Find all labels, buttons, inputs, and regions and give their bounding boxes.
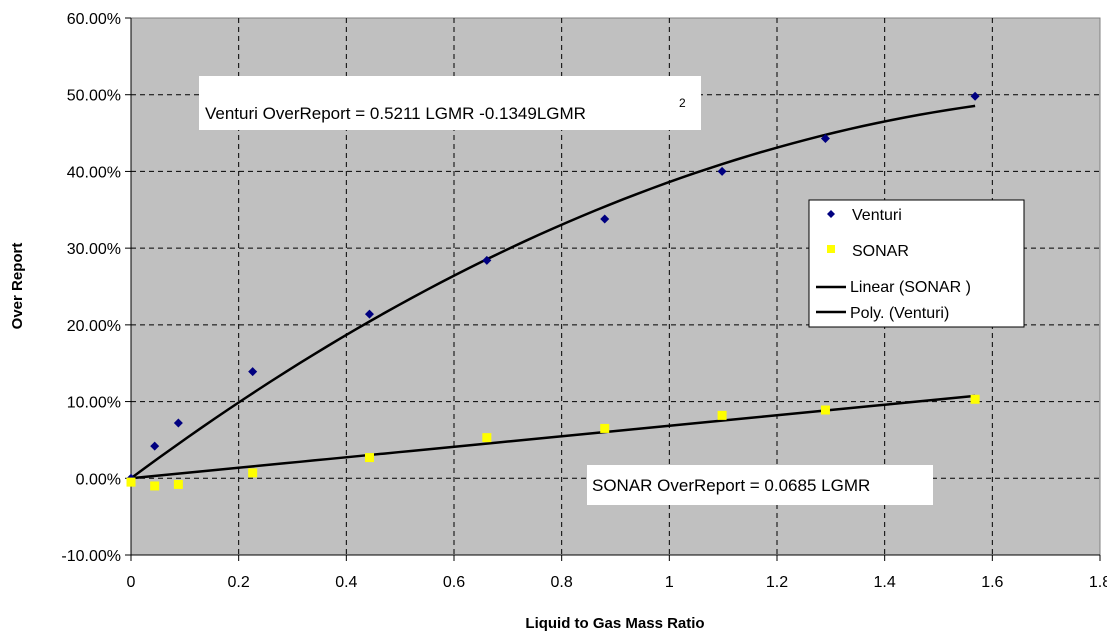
sonar-point [126, 477, 136, 487]
sonar-point [248, 468, 258, 478]
venturi-point [600, 214, 610, 224]
venturi-equation-superscript: 2 [679, 96, 686, 110]
x-axis-title: Liquid to Gas Mass Ratio [525, 615, 704, 632]
x-tick-label: 0.4 [335, 574, 357, 591]
sonar-equation-text: SONAR OverReport = 0.0685 LGMR [592, 476, 870, 495]
legend-label-venturi: Venturi [852, 207, 902, 224]
x-tick-label: 1.4 [874, 574, 896, 591]
venturi-point [173, 418, 183, 428]
legend: Venturi SONAR Linear (SONAR ) Poly. (Ven… [808, 199, 1025, 328]
axes: 0 0.2 0.4 0.6 0.8 1 1.2 1.4 1.6 1.8 -10.00% 0.00% 10… [61, 11, 1107, 591]
venturi-point [150, 441, 160, 451]
x-tick-label: 0 [127, 574, 136, 591]
y-tick-label: 20.00% [67, 318, 121, 335]
y-tick-label: 0.00% [76, 471, 121, 488]
sonar-equation-annotation: SONAR OverReport = 0.0685 LGMR [587, 465, 933, 505]
x-tick-label: 0.8 [551, 574, 573, 591]
legend-label-sonar: SONAR [852, 243, 909, 260]
legend-label-linear-sonar: Linear (SONAR ) [850, 279, 971, 296]
sonar-point [482, 433, 492, 443]
sonar-point [717, 410, 727, 420]
trendlines [130, 104, 976, 480]
data-points [126, 91, 980, 491]
x-tick-label: 0.6 [443, 574, 465, 591]
venturi-point [970, 91, 980, 101]
legend-label-poly-venturi: Poly. (Venturi) [850, 305, 949, 322]
venturi-point [248, 367, 258, 377]
venturi-equation-annotation: Venturi OverReport = 0.5211 LGMR -0.1349… [199, 76, 701, 130]
y-tick-label: 40.00% [67, 164, 121, 181]
y-tick-label: 10.00% [67, 395, 121, 412]
y-tick-label: 50.00% [67, 88, 121, 105]
sonar-point [364, 453, 374, 463]
x-tick-label: 1.2 [766, 574, 788, 591]
venturi-point [820, 133, 830, 143]
sonar-point [970, 394, 980, 404]
y-tick-label: 30.00% [67, 241, 121, 258]
venturi-point [364, 309, 374, 319]
sonar-point [150, 481, 160, 491]
x-tick-label: 1 [665, 574, 674, 591]
sonar-point [820, 405, 830, 415]
y-tick-label: -10.00% [61, 548, 121, 565]
x-tick-label: 0.2 [228, 574, 250, 591]
trendline-poly-venturi [130, 104, 976, 480]
venturi-point [482, 255, 492, 265]
y-tick-label: 60.00% [67, 11, 121, 28]
legend-sonar-marker [827, 245, 835, 253]
legend-venturi-marker [827, 210, 835, 218]
x-tick-label: 1.8 [1089, 574, 1107, 591]
sonar-point [173, 479, 183, 489]
x-tick-label: 1.6 [981, 574, 1003, 591]
venturi-point [717, 166, 727, 176]
y-axis-title: Over Report [9, 243, 26, 330]
sonar-point [600, 423, 610, 433]
trendline-linear-sonar [130, 394, 976, 480]
venturi-equation-text: Venturi OverReport = 0.5211 LGMR -0.1349… [205, 104, 586, 123]
